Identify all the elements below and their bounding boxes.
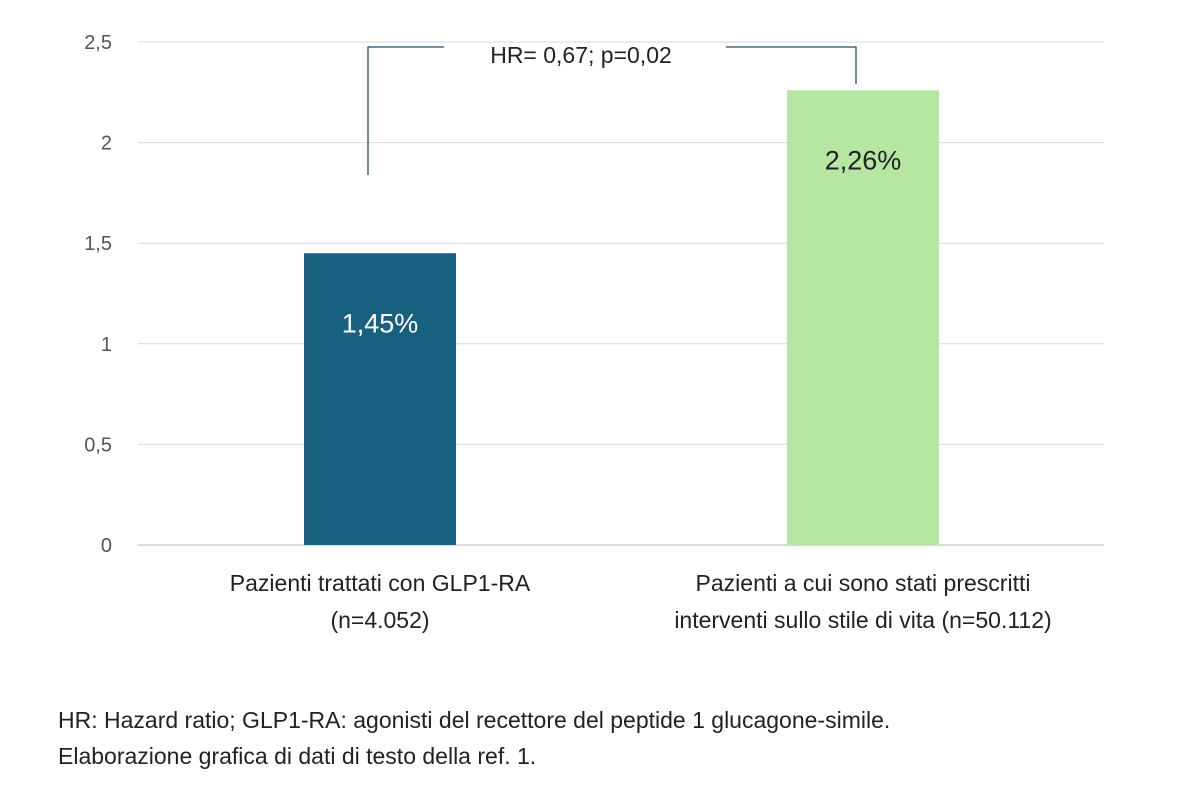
- bar-chart: 0 0,5 1 1,5 2 2,5 1,45% 2,26% Pazienti trattat…: [84, 32, 1104, 633]
- y-tick-label: 1: [101, 334, 112, 356]
- data-label-0: 1,45%: [342, 308, 419, 338]
- footnote-line-1: HR: Hazard ratio; GLP1-RA: agonisti del …: [58, 707, 891, 733]
- bracket-left: [367, 46, 444, 175]
- category-label-0-1: (n=4.052): [330, 607, 429, 633]
- gridlines: [138, 41, 1104, 546]
- y-tick-label: 2: [101, 133, 112, 155]
- data-label-1: 2,26%: [825, 145, 902, 175]
- y-tick-label: 2,5: [84, 32, 112, 54]
- hr-bracket: HR= 0,67; p=0,02: [367, 42, 857, 175]
- y-tick-label: 0,5: [84, 434, 112, 456]
- category-label-1-0: Pazienti a cui sono stati prescritti: [696, 570, 1031, 596]
- bar-0: [304, 253, 456, 545]
- bar-1: [787, 90, 939, 546]
- y-axis-ticks: 0 0,5 1 1,5 2 2,5: [84, 32, 112, 557]
- hr-annotation: HR= 0,67; p=0,02: [490, 42, 672, 68]
- category-labels: Pazienti trattati con GLP1-RA (n=4.052) Pa…: [230, 570, 1052, 633]
- data-labels: 1,45% 2,26%: [342, 145, 902, 338]
- y-tick-label: 0: [101, 535, 112, 557]
- footnote-line-2: Elaborazione grafica di dati di testo de…: [58, 743, 537, 769]
- y-tick-label: 1,5: [84, 233, 112, 255]
- category-label-0-0: Pazienti trattati con GLP1-RA: [230, 570, 531, 596]
- category-label-1-1: interventi sullo stile di vita (n=50.112…: [674, 607, 1051, 633]
- footnote: HR: Hazard ratio; GLP1-RA: agonisti del …: [58, 702, 1158, 774]
- bracket-right: [726, 46, 857, 84]
- bars: [304, 90, 939, 546]
